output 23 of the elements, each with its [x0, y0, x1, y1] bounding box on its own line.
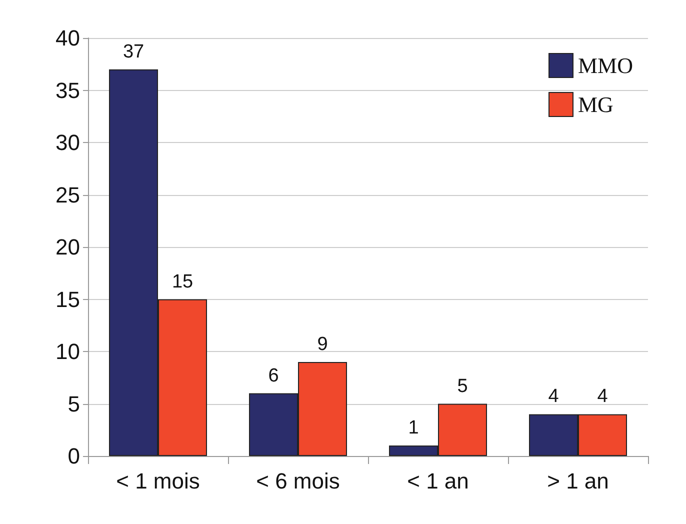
y-tick-label: 0 [68, 444, 80, 468]
y-tick-label: 30 [56, 130, 80, 155]
data-label: 6 [268, 365, 279, 386]
legend-label: MG [578, 92, 614, 117]
x-tick-label: > 1 an [547, 468, 609, 494]
x-tick-label: < 1 an [407, 468, 469, 494]
data-label: 15 [172, 271, 194, 292]
data-label: 1 [408, 418, 419, 439]
data-label: 5 [457, 376, 468, 397]
data-label: 4 [548, 386, 560, 408]
y-tick-label: 5 [68, 391, 80, 416]
y-tick-label: 35 [56, 78, 80, 103]
y-tick-label: 40 [56, 26, 80, 50]
data-label: 4 [597, 386, 608, 408]
x-tick-label: < 6 mois [256, 468, 340, 494]
data-label: 37 [122, 41, 144, 62]
data-label: 9 [317, 334, 328, 355]
y-tick-label: 10 [56, 339, 80, 364]
y-tick-label: 15 [56, 286, 80, 312]
x-tick-label: < 1 mois [116, 468, 200, 494]
y-tick-label: 25 [56, 182, 80, 208]
legend-label: MMO [578, 53, 634, 78]
y-tick-label: 20 [56, 234, 80, 260]
